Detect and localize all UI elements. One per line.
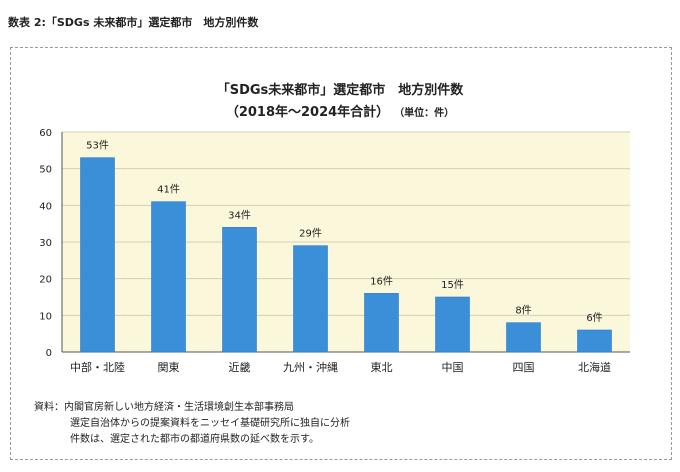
x-category-label: 東北 (371, 361, 393, 374)
x-category-label: 関東 (158, 361, 180, 374)
chart-subtitle: （2018年～2024年合計） （単位：件） (0, 101, 680, 120)
chart-title-text: 「SDGs未来都市」選定都市 地方別件数 (216, 83, 464, 98)
data-label: 16件 (370, 275, 393, 287)
data-label: 15件 (441, 279, 464, 291)
bar (435, 296, 470, 353)
unit-note: （単位：件） (399, 108, 455, 119)
data-label: 53件 (86, 140, 109, 152)
data-label: 8件 (515, 305, 531, 317)
data-label: 34件 (228, 209, 251, 221)
x-category-label: 四国 (513, 361, 535, 374)
data-label: 6件 (586, 312, 602, 324)
source-line-1: 資料：内閣官房新しい地方経済・生活環境創生本部事務局 (34, 402, 294, 413)
x-category-label: 北海道 (578, 360, 611, 374)
bar (293, 245, 328, 353)
bar (151, 201, 186, 353)
y-tick-label: 50 (39, 165, 52, 176)
source-note: 資料：内閣官房新しい地方経済・生活環境創生本部事務局 選定自治体からの提案資料を… (34, 400, 350, 448)
x-category-label: 中国 (442, 361, 464, 374)
chart-title: 「SDGs未来都市」選定都市 地方別件数 (0, 79, 680, 98)
x-category-label: 中部・北陸 (70, 360, 125, 374)
y-tick-label: 20 (39, 275, 52, 286)
data-label: 29件 (299, 228, 322, 240)
x-category-label: 近畿 (229, 360, 251, 374)
y-tick-label: 60 (39, 128, 52, 139)
bar (577, 329, 612, 353)
bar (80, 157, 115, 353)
source-line-2: 選定自治体からの提案資料をニッセイ基礎研究所に独自に分析 (70, 418, 350, 429)
y-tick-label: 40 (39, 201, 52, 212)
source-line-3: 件数は、選定された都市の都道府県数の延べ数を示す。 (70, 434, 319, 445)
y-tick-label: 10 (39, 311, 52, 322)
data-label: 41件 (157, 184, 180, 196)
bar (222, 227, 257, 353)
x-category-label: 九州・沖縄 (283, 360, 338, 374)
chart-subtitle-text: （2018年～2024年合計） (225, 105, 390, 120)
bar (364, 293, 399, 353)
y-tick-label: 0 (46, 348, 52, 359)
y-tick-label: 30 (39, 238, 52, 249)
chart-frame (10, 47, 672, 460)
page-heading: 数表 2:「SDGs 未来都市」選定都市 地方別件数 (8, 16, 259, 29)
bar (506, 322, 541, 353)
